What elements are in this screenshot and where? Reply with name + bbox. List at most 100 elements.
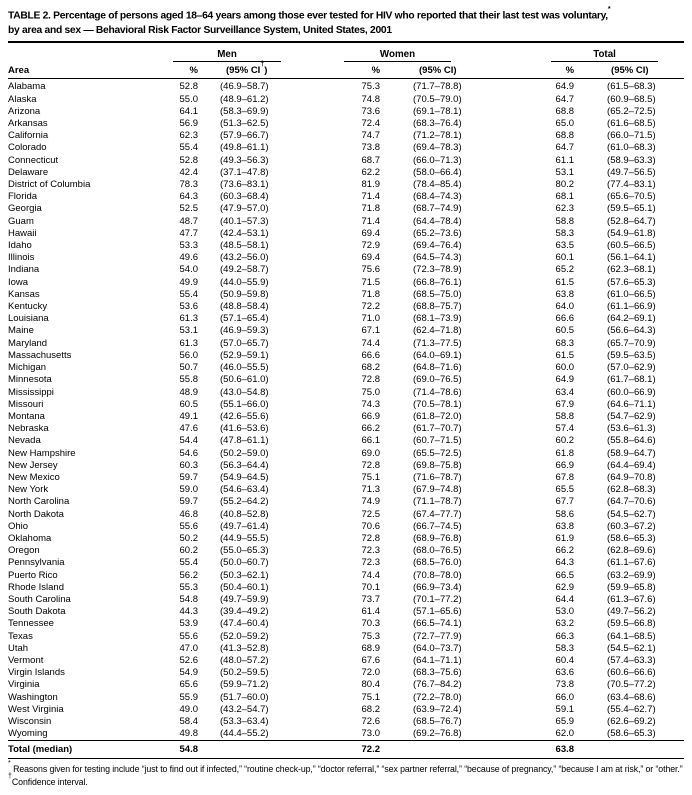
cell-women-ci: (71.6–78.7) <box>413 471 462 483</box>
cell-men-percent: 42.4 <box>179 166 199 178</box>
cell-women-percent: 71.0 <box>361 313 381 325</box>
cell-men-ci: (50.4–60.1) <box>220 581 269 593</box>
cell-total-ci: (65.2–72.5) <box>607 105 656 117</box>
cell-total-percent: 53.0 <box>555 606 575 618</box>
cell-women-percent: 71.5 <box>361 276 381 288</box>
cell-area: West Virginia <box>8 703 64 715</box>
group-header-spacer <box>8 42 166 62</box>
table-row: Illinois 49.6 (43.2–56.0) 69.4 (64.5–74.3) 60… <box>8 252 684 264</box>
cell-women-ci: (64.8–71.6) <box>413 362 462 374</box>
table-row: Alabama 52.8 (46.9–58.7) 75.3 (71.7–78.8) 64.… <box>8 79 684 94</box>
cell-men-percent: 55.4 <box>179 288 199 300</box>
cell-men-ci: (43.2–56.0) <box>220 252 269 264</box>
cell-women-percent: 72.8 <box>361 532 381 544</box>
cell-women-percent: 75.3 <box>361 81 381 93</box>
cell-men-ci: (49.8–61.1) <box>220 142 269 154</box>
cell-men-ci: (43.2–54.7) <box>220 703 269 715</box>
cell-women-ci: (57.1–65.6) <box>413 606 462 618</box>
total-total-percent: 63.8 <box>555 743 575 755</box>
cell-men-percent: 52.6 <box>179 654 199 666</box>
cell-men-percent: 47.0 <box>179 642 199 654</box>
cell-women-ci: (72.7–77.9) <box>413 630 462 642</box>
cell-women-ci: (68.8–75.7) <box>413 301 462 313</box>
total-row: Total (median) 54.8 72.2 63.8 <box>8 740 685 759</box>
cell-men-ci: (49.3–56.3) <box>220 154 269 166</box>
table-row: Rhode Island 55.3 (50.4–60.1) 70.1 (66.9–73.… <box>8 582 684 594</box>
cell-total-percent: 62.9 <box>555 581 575 593</box>
cell-men-ci: (49.2–58.7) <box>220 264 269 276</box>
cell-men-ci: (42.6–55.6) <box>220 410 269 422</box>
table-row: Pennsylvania 55.4 (50.0–60.7) 72.3 (68.5–76.… <box>8 557 684 569</box>
cell-women-ci: (64.0–73.7) <box>413 642 462 654</box>
cell-women-percent: 72.4 <box>361 118 381 130</box>
table-row: Maine 53.1 (46.9–59.3) 67.1 (62.4–71.8) 60.5 (… <box>8 325 684 337</box>
cell-men-percent: 52.5 <box>179 203 199 215</box>
cell-area: Washington <box>8 691 58 703</box>
cell-women-percent: 68.2 <box>361 703 381 715</box>
cell-area: Colorado <box>8 142 47 154</box>
table-row: Alaska 55.0 (48.9–61.2) 74.8 (70.5–79.0) 64.7… <box>8 94 684 106</box>
cell-total-ci: (61.7–68.1) <box>607 374 656 386</box>
cell-women-percent: 70.3 <box>361 618 381 630</box>
cell-total-percent: 67.7 <box>555 496 575 508</box>
cell-total-ci: (61.0–68.3) <box>607 142 656 154</box>
cell-men-percent: 49.9 <box>179 276 199 288</box>
table-row: Kansas 55.4 (50.9–59.8) 71.8 (68.5–75.0) 63.8… <box>8 289 684 301</box>
cell-total-percent: 62.3 <box>555 203 575 215</box>
cell-women-percent: 71.4 <box>361 215 381 227</box>
cell-men-ci: (73.6–83.1) <box>220 179 269 191</box>
cell-women-ci: (68.4–74.3) <box>413 191 462 203</box>
cell-area: Wisconsin <box>8 715 52 727</box>
cell-men-ci: (52.9–59.1) <box>220 349 269 361</box>
cell-men-percent: 48.9 <box>179 386 199 398</box>
table-row: Hawaii 47.7 (42.4–53.1) 69.4 (65.2–73.6) 58.3… <box>8 228 684 240</box>
cell-men-ci: (48.8–58.4) <box>220 301 269 313</box>
cell-men-ci: (42.4–53.1) <box>220 227 269 239</box>
cell-men-ci: (40.8–52.8) <box>220 508 269 520</box>
cell-women-percent: 72.2 <box>361 301 381 313</box>
cell-total-ci: (61.1–66.9) <box>607 301 656 313</box>
cell-area: South Carolina <box>8 593 71 605</box>
cell-area: North Carolina <box>8 496 70 508</box>
cell-total-percent: 63.6 <box>555 667 575 679</box>
cell-women-ci: (71.4–78.6) <box>413 386 462 398</box>
cell-men-ci: (50.9–59.8) <box>220 288 269 300</box>
table-row: Virginia 65.6 (59.9–71.2) 80.4 (76.7–84.2) 73… <box>8 679 684 691</box>
cell-men-ci: (57.0–65.7) <box>220 337 269 349</box>
cell-women-ci: (72.2–78.0) <box>413 691 462 703</box>
table-row: California 62.3 (57.9–66.7) 74.7 (71.2–78.1)… <box>8 130 684 142</box>
cell-men-ci: (58.3–69.9) <box>220 105 269 117</box>
cell-men-percent: 55.6 <box>179 520 199 532</box>
cell-total-ci: (60.6–66.6) <box>607 667 656 679</box>
cell-men-percent: 49.6 <box>179 252 199 264</box>
cell-women-ci: (69.1–78.1) <box>413 105 462 117</box>
cell-total-ci: (54.7–62.9) <box>607 410 656 422</box>
cell-women-ci: (61.7–70.7) <box>413 423 462 435</box>
cell-women-percent: 70.1 <box>361 581 381 593</box>
cell-men-ci: (50.3–62.1) <box>220 569 269 581</box>
cell-women-percent: 71.8 <box>361 288 381 300</box>
cell-total-ci: (77.4–83.1) <box>607 179 656 191</box>
cell-women-ci: (69.2–76.8) <box>413 728 462 740</box>
column-group-total: Total <box>551 49 659 63</box>
cell-women-percent: 68.9 <box>361 642 381 654</box>
cell-total-ci: (49.7–56.5) <box>607 166 656 178</box>
cell-total-percent: 64.7 <box>555 93 575 105</box>
cell-area: New Hampshire <box>8 447 76 459</box>
table-row: Indiana 54.0 (49.2–58.7) 75.6 (72.3–78.9) 65.… <box>8 264 684 276</box>
cell-total-percent: 65.2 <box>555 264 575 276</box>
column-group-men: Men <box>173 49 282 63</box>
cell-men-ci: (49.7–61.4) <box>220 520 269 532</box>
cell-total-percent: 65.0 <box>555 118 575 130</box>
cell-total-percent: 66.9 <box>555 459 575 471</box>
cell-total-ci: (64.6–71.1) <box>607 398 656 410</box>
table-title-line2: by area and sex — Behavioral Risk Factor… <box>8 24 392 36</box>
cell-women-ci: (66.0–71.3) <box>413 154 462 166</box>
cell-men-percent: 44.3 <box>179 606 199 618</box>
column-header-men-ci: (95% CI†) <box>198 61 345 80</box>
cell-area: Montana <box>8 410 45 422</box>
asterisk-marker: * <box>8 759 11 767</box>
cell-men-ci: (40.1–57.3) <box>220 215 269 227</box>
footnote-confidence-interval: †Confidence interval. <box>8 772 88 787</box>
cell-men-percent: 55.8 <box>179 374 199 386</box>
